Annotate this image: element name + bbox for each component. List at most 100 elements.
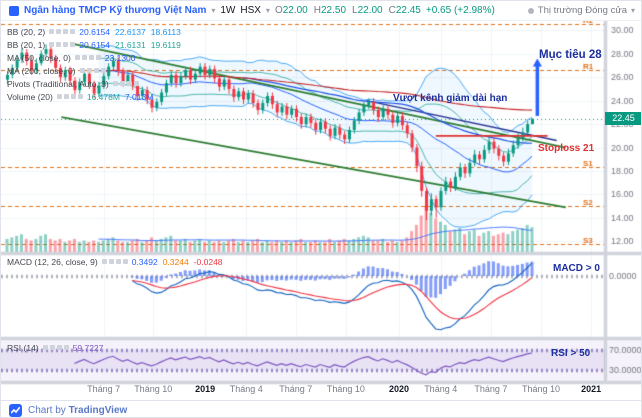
visibility-icon[interactable]: [56, 94, 62, 99]
main-chart-canvas[interactable]: [1, 21, 641, 400]
more-icon[interactable]: [122, 259, 128, 264]
settings-icon[interactable]: [108, 259, 114, 264]
legend-label[interactable]: MA (50, close, 0): [7, 52, 71, 63]
time-axis-label: Tháng 10: [134, 384, 173, 394]
legend-value: 20.6154: [79, 26, 111, 37]
legend-row[interactable]: BB (20, 1) 20.6154 21.6131 19.6119: [7, 38, 181, 51]
price-change: +0.65 (+2.98%): [425, 5, 495, 16]
time-axis-label: 2021: [581, 384, 602, 394]
visibility-icon[interactable]: [49, 42, 55, 47]
legend-row[interactable]: BB (20, 2) 20.6154 22.6137 18.6113: [7, 25, 181, 38]
tradingview-logo-icon[interactable]: [9, 403, 22, 417]
delete-icon[interactable]: [115, 259, 121, 264]
annotation-stoploss[interactable]: Stoploss 21: [538, 143, 595, 154]
more-icon[interactable]: [133, 81, 139, 86]
delete-icon[interactable]: [56, 345, 62, 350]
time-axis[interactable]: Tháng 7 Tháng 10 2019 Tháng 4 Tháng 7 Tháng 1…: [1, 384, 605, 398]
legend-value: 0.3244: [162, 256, 189, 267]
more-icon[interactable]: [70, 42, 76, 47]
delete-icon[interactable]: [70, 94, 76, 99]
delete-icon[interactable]: [63, 42, 69, 47]
visibility-icon[interactable]: [74, 55, 80, 60]
legend-value: 22.6137: [115, 26, 146, 37]
legend-label[interactable]: BB (20, 2): [7, 26, 46, 37]
visibility-icon[interactable]: [112, 81, 118, 86]
legend-label[interactable]: MA (200, close, 0): [7, 65, 76, 76]
ohlc-values: O22.00 H22.50 L22.00 C22.45: [275, 5, 421, 16]
time-axis-label: Tháng 7: [279, 384, 313, 394]
legend-row[interactable]: Pivots (Traditional, Auto, 3): [7, 77, 181, 90]
ohlc-item: C22.45: [388, 5, 421, 16]
symbol-logo-icon: [9, 5, 19, 16]
attribution-bar: Chart by TradingView: [1, 400, 641, 417]
legend-row[interactable]: MACD (12, 26, close, 9) 0.3492 0.3244 -0.02…: [7, 255, 223, 268]
market-status-label: Thị trường Đóng cửa: [537, 5, 627, 16]
visibility-icon[interactable]: [49, 29, 55, 34]
settings-icon[interactable]: [86, 68, 92, 73]
legend-value: 7.013M: [124, 91, 154, 102]
settings-icon[interactable]: [63, 94, 69, 99]
legend-value: -0.0248: [193, 256, 223, 267]
time-axis-label: Tháng 10: [326, 384, 365, 394]
delete-icon[interactable]: [93, 68, 99, 73]
visibility-icon[interactable]: [101, 259, 107, 264]
more-icon[interactable]: [95, 55, 101, 60]
rsi-legend: RSI (14) 59.7227: [7, 341, 103, 354]
visibility-icon[interactable]: [79, 68, 85, 73]
legend-value: 20.6154: [79, 39, 111, 50]
ohlc-item: L22.00: [352, 5, 383, 16]
indicator-legend: BB (20, 2) 20.6154 22.6137 18.6113 BB (20, 1…: [7, 25, 181, 103]
annotation-macd[interactable]: MACD > 0: [553, 263, 600, 274]
time-axis-label: 2019: [195, 384, 216, 394]
legend-label[interactable]: Pivots (Traditional, Auto, 3): [7, 78, 109, 89]
exchange-label: HSX: [240, 5, 261, 16]
symbol-name[interactable]: Ngân hàng TMCP Kỹ thương Việt Nam: [24, 5, 207, 16]
legend-row[interactable]: MA (50, close, 0) 23.1300: [7, 51, 181, 64]
settings-icon[interactable]: [81, 55, 87, 60]
delete-icon[interactable]: [88, 55, 94, 60]
last-price-badge: 22.45: [605, 112, 641, 126]
attribution-text[interactable]: Chart by TradingView: [28, 404, 128, 416]
settings-icon[interactable]: [119, 81, 125, 86]
chevron-down-icon[interactable]: ▾: [265, 6, 270, 15]
legend-value: 21.6131: [115, 39, 146, 50]
legend-value: 16.478M: [86, 91, 120, 102]
more-icon[interactable]: [70, 29, 76, 34]
macd-legend: MACD (12, 26, close, 9) 0.3492 0.3244 -0.02…: [7, 255, 223, 268]
delete-icon[interactable]: [63, 29, 69, 34]
legend-row[interactable]: MA (200, close, 0): [7, 64, 181, 77]
more-icon[interactable]: [77, 94, 83, 99]
annotation-rsi[interactable]: RSI > 50: [551, 348, 591, 359]
legend-row[interactable]: Volume (20) 16.478M 7.013M: [7, 90, 181, 103]
delete-icon[interactable]: [126, 81, 132, 86]
legend-label[interactable]: Volume (20): [7, 91, 53, 102]
chart-header: Ngân hàng TMCP Kỹ thương Việt Nam ▾ 1W H…: [1, 1, 641, 21]
legend-value: 23.1300: [104, 52, 136, 63]
time-axis-label: Tháng 4: [229, 384, 263, 394]
time-axis-label: Tháng 10: [521, 384, 560, 394]
more-icon[interactable]: [100, 68, 106, 73]
ohlc-item: H22.50: [313, 5, 347, 16]
ohlc-item: O22.00: [274, 5, 308, 16]
visibility-icon[interactable]: [42, 345, 48, 350]
time-axis-label: Tháng 4: [424, 384, 458, 394]
settings-icon[interactable]: [56, 42, 62, 47]
interval-selector[interactable]: 1W: [220, 5, 236, 16]
settings-icon[interactable]: [56, 29, 62, 34]
time-axis-label: Tháng 7: [87, 384, 121, 394]
market-status[interactable]: Thị trường Đóng cửa ▾: [527, 5, 635, 16]
settings-icon[interactable]: [49, 345, 55, 350]
legend-label[interactable]: MACD (12, 26, close, 9): [7, 256, 98, 267]
legend-value: 19.6119: [150, 39, 181, 50]
market-closed-icon: [527, 7, 534, 14]
chevron-down-icon[interactable]: ▾: [211, 6, 216, 15]
more-icon[interactable]: [63, 345, 69, 350]
legend-value: 18.6113: [150, 26, 181, 37]
legend-row[interactable]: RSI (14) 59.7227: [7, 341, 103, 354]
annotation-channel-break[interactable]: Vượt kênh giảm dài hạn: [393, 93, 508, 104]
time-axis-label: 2020: [389, 384, 410, 394]
legend-label[interactable]: BB (20, 1): [7, 39, 46, 50]
time-axis-label: Tháng 7: [474, 384, 508, 394]
legend-label[interactable]: RSI (14): [7, 342, 39, 353]
annotation-target[interactable]: Mục tiêu 28: [539, 49, 602, 61]
